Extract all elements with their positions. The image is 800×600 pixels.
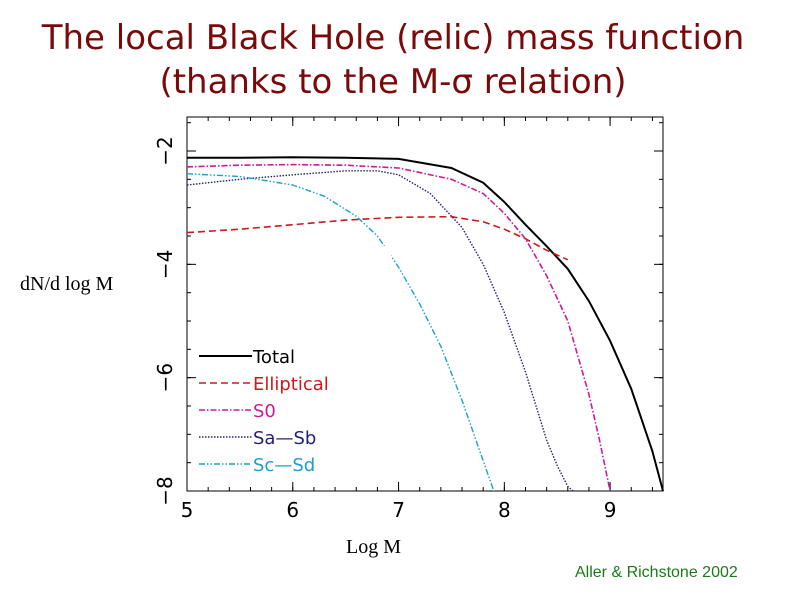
y-tick-label: −2 [153, 136, 177, 165]
y-tick-label: −8 [153, 476, 177, 505]
y-axis-label: dN/d log M [20, 273, 114, 295]
legend-backdrop [198, 246, 391, 334]
x-tick-label: 7 [392, 498, 405, 522]
legend-label: S0 [253, 401, 276, 422]
y-tick-label: −4 [153, 250, 177, 279]
x-tick-label: 9 [604, 498, 617, 522]
series-line-sa-sb [186, 170, 574, 492]
y-tick-label: −6 [153, 363, 177, 392]
series-line-elliptical [186, 215, 569, 261]
legend-label: Sa—Sb [253, 428, 316, 449]
legend-label: Sc—Sd [253, 455, 315, 476]
x-tick-label: 8 [498, 498, 511, 522]
series-line-s0 [186, 163, 611, 492]
legend-label: Total [252, 347, 295, 368]
x-tick-label: 6 [286, 498, 299, 522]
x-axis-label: Log M [346, 536, 401, 558]
legend-label: Elliptical [253, 374, 329, 395]
x-tick-label: 5 [181, 498, 194, 522]
slide-title-line-1: The local Black Hole (relic) mass functi… [41, 18, 745, 58]
plot-frame [186, 116, 664, 492]
citation-credit: Aller & Richstone 2002 [575, 564, 738, 581]
series-line-total [187, 156, 664, 492]
slide-title-line-2: (thanks to the M-σ relation) [159, 62, 627, 102]
